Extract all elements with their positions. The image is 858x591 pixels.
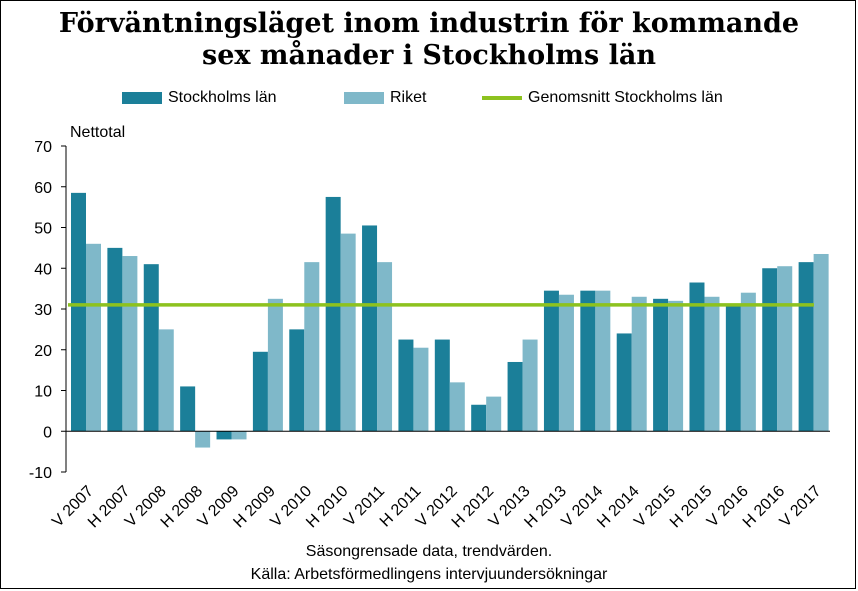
bar-stockholms-lan [216, 431, 232, 440]
y-tick-label: 30 [34, 302, 52, 319]
legend-item-genomsnitt: Genomsnitt Stockholms län [482, 88, 723, 108]
x-tick-label: V 2017 [777, 483, 825, 531]
bar-riket [449, 382, 465, 432]
bar-riket [413, 347, 429, 432]
bar-riket [267, 298, 283, 432]
y-axis-label: Nettotal [70, 124, 125, 141]
legend-item-stockholms-lan: Stockholms län [122, 88, 277, 108]
y-tick-label: 40 [34, 261, 52, 278]
bar-riket [522, 339, 538, 432]
bar-stockholms-lan [362, 225, 378, 432]
bar-stockholms-lan [180, 386, 196, 432]
bar-riket [340, 233, 356, 432]
bar-stockholms-lan [507, 361, 523, 432]
bar-stockholms-lan [71, 192, 86, 432]
bar-stockholms-lan [580, 290, 596, 432]
legend-swatch-riket [344, 91, 384, 104]
chart-title-line1: Förväntningsläget inom industrin för kom… [58, 8, 800, 39]
legend-item-riket: Riket [344, 88, 426, 108]
bar-stockholms-lan [543, 290, 559, 432]
bar-riket [486, 396, 502, 432]
y-tick-label: 60 [34, 180, 52, 197]
bar-stockholms-lan [107, 247, 123, 432]
bar-riket [668, 300, 684, 432]
bar-riket [813, 253, 829, 432]
y-tick-label: -10 [29, 465, 52, 482]
bar-riket [777, 266, 793, 432]
bar-riket [86, 243, 101, 432]
bar-stockholms-lan [689, 282, 705, 432]
bar-riket [595, 290, 611, 432]
bar-stockholms-lan [325, 196, 341, 432]
bar-stockholms-lan [398, 339, 414, 432]
bar-riket [740, 292, 756, 432]
bar-riket [704, 296, 720, 432]
bar-stockholms-lan [434, 339, 450, 432]
bar-riket [158, 329, 174, 432]
chart-footnote-source: Källa: Arbetsförmedlingens intervjuunder… [250, 566, 608, 583]
bar-riket [558, 294, 574, 432]
bar-riket [122, 256, 138, 432]
bar-riket [631, 296, 647, 432]
bar-stockholms-lan [798, 262, 814, 432]
y-tick-label: 0 [43, 424, 52, 441]
y-tick-label: 70 [34, 139, 52, 156]
bar-stockholms-lan [471, 404, 487, 432]
y-tick-label: 20 [34, 343, 52, 360]
bar-stockholms-lan [252, 351, 268, 432]
bar-stockholms-lan [725, 304, 741, 432]
y-tick-label: 50 [34, 221, 52, 238]
legend-swatch-stockholms-lan [122, 91, 162, 104]
bar-riket [231, 431, 247, 440]
bar-riket [377, 262, 393, 432]
chart-title-line2: sex månader i Stockholms län [202, 40, 656, 71]
legend-label-riket: Riket [390, 89, 427, 106]
bar-riket [304, 262, 320, 432]
bar-stockholms-lan [616, 333, 632, 432]
y-tick-label: 10 [34, 384, 52, 401]
legend-label-genomsnitt: Genomsnitt Stockholms län [528, 89, 723, 106]
legend-swatch-genomsnitt [482, 95, 522, 100]
bar-riket [195, 431, 211, 448]
legend-label-stockholms-lan: Stockholms län [168, 89, 277, 106]
bar-stockholms-lan [143, 264, 159, 432]
bar-stockholms-lan [289, 329, 305, 432]
bar-stockholms-lan [762, 268, 778, 432]
chart-footnote-data: Säsongrensade data, trendvärden. [305, 543, 553, 560]
bar-stockholms-lan [653, 298, 669, 432]
